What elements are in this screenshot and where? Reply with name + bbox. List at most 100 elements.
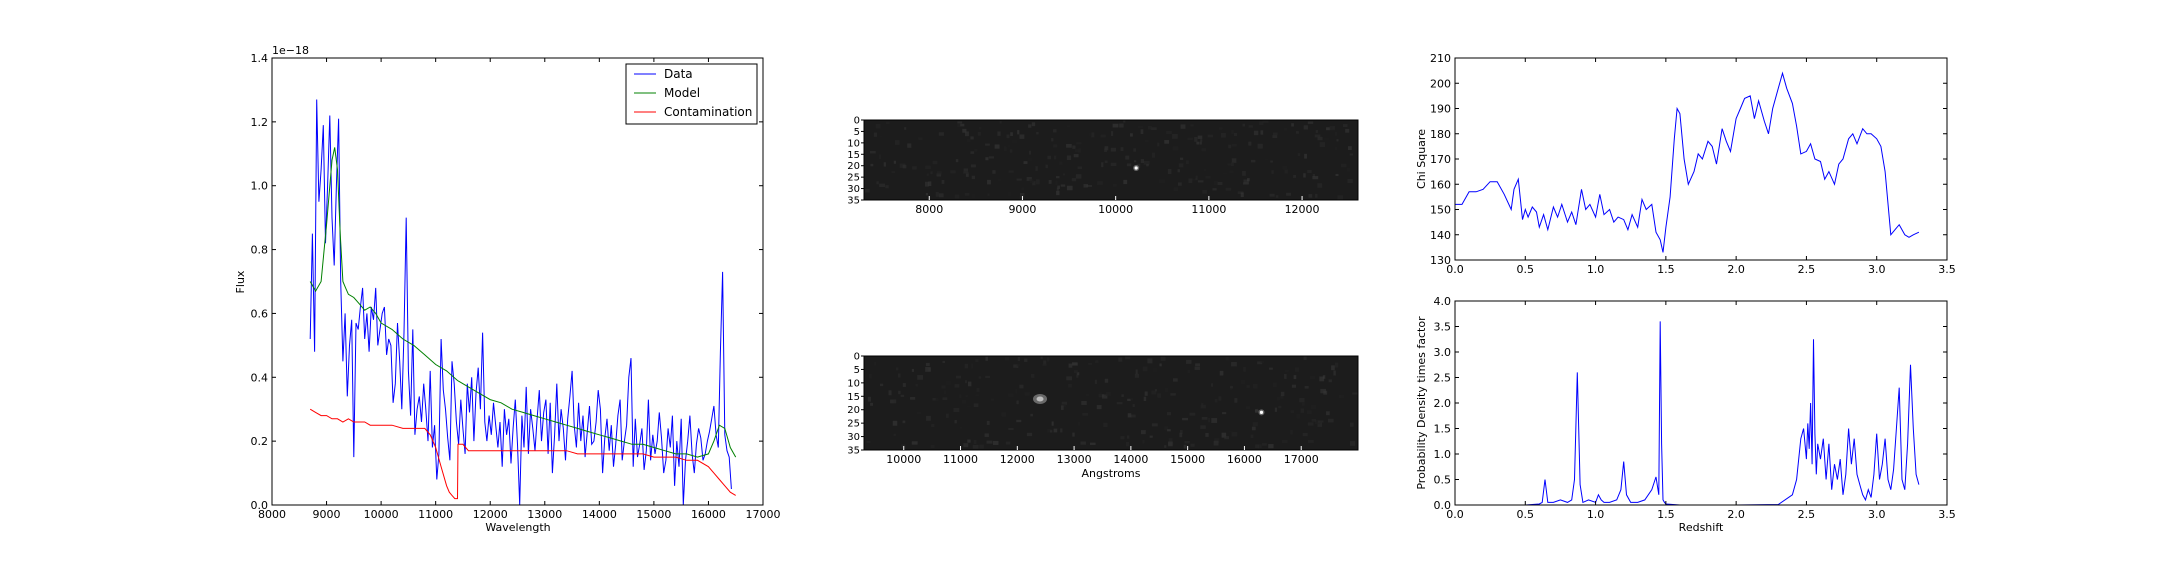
image-noise — [1047, 428, 1052, 433]
image-noise — [875, 123, 881, 129]
image-noise — [1225, 187, 1232, 191]
image-noise — [1031, 373, 1035, 378]
image-noise — [1072, 362, 1078, 366]
image-noise — [1178, 163, 1184, 168]
image-noise — [1258, 444, 1262, 449]
image-noise — [1045, 164, 1048, 169]
image-noise — [1291, 123, 1294, 127]
image-noise — [868, 373, 872, 379]
x-tick-label: 9000 — [313, 508, 341, 521]
image-noise — [1050, 430, 1053, 433]
image-noise — [1260, 360, 1265, 363]
image-noise — [1019, 384, 1024, 389]
image-noise — [1326, 127, 1331, 131]
image-noise — [1134, 373, 1140, 378]
spectrum-panel: 8000 9000 10000 11000 12000 13000 14000 15000 16… — [234, 44, 781, 534]
image-noise — [1271, 170, 1274, 174]
image-noise — [985, 143, 990, 146]
image-noise — [1231, 143, 1237, 147]
image-noise — [1118, 357, 1123, 362]
image-noise — [962, 171, 969, 174]
image-noise — [1126, 163, 1132, 167]
image-noise — [1327, 418, 1334, 423]
y-tick-label: 5 — [854, 127, 860, 138]
image-noise — [1048, 179, 1052, 184]
image-noise — [1190, 124, 1194, 127]
y-tick-label: 35 — [847, 446, 860, 457]
image-noise — [1194, 136, 1198, 142]
image-noise — [1013, 364, 1019, 368]
y-tick-label: 4.0 — [1434, 295, 1452, 308]
chi-square-axes-frame — [1454, 57, 1948, 261]
image-noise — [1147, 358, 1153, 364]
image-noise — [1168, 441, 1173, 447]
probability-x-label: Redshift — [1679, 521, 1724, 534]
image-noise — [962, 128, 967, 133]
image-noise — [1066, 143, 1072, 148]
image-noise — [1066, 155, 1072, 161]
image-noise — [1319, 376, 1325, 382]
image-noise — [1142, 366, 1148, 372]
image-noise — [1231, 362, 1237, 367]
image-noise — [1066, 185, 1073, 191]
image-noise — [1299, 398, 1305, 403]
image-noise — [1243, 366, 1246, 372]
image-noise — [1257, 143, 1263, 149]
image-noise — [891, 171, 896, 174]
image-noise — [885, 121, 890, 124]
x-tick-label: 2.5 — [1798, 263, 1816, 276]
image-noise — [1342, 124, 1348, 128]
image-noise — [1179, 429, 1183, 434]
image-noise — [1111, 131, 1114, 136]
image-noise — [1349, 422, 1354, 427]
x-tick-label: 14000 — [1113, 453, 1148, 466]
image-noise — [926, 415, 931, 421]
image-noise — [1264, 158, 1269, 161]
image-noise — [1295, 131, 1299, 134]
image-noise — [1302, 432, 1308, 437]
image-noise — [879, 383, 884, 387]
image-noise — [1001, 412, 1007, 417]
x-tick-label: 13000 — [1057, 453, 1092, 466]
image-noise — [1135, 369, 1138, 375]
spectrum-2d-bottom-frame — [863, 355, 1359, 451]
image-noise — [1125, 155, 1130, 160]
image-noise — [1164, 140, 1170, 144]
image-noise — [869, 150, 876, 154]
image-noise — [1186, 359, 1192, 364]
image-noise — [986, 420, 990, 425]
image-noise — [907, 143, 912, 148]
image-noise — [992, 170, 996, 174]
image-noise — [1029, 179, 1034, 184]
image-noise — [1347, 178, 1353, 184]
image-noise — [902, 420, 906, 423]
image-noise — [1100, 134, 1106, 138]
image-noise — [1224, 436, 1230, 440]
spectrum-offset-text: 1e−18 — [272, 44, 309, 57]
x-tick-label: 17000 — [1284, 453, 1319, 466]
image-noise — [1164, 426, 1169, 431]
image-noise — [1125, 441, 1130, 447]
x-tick-label: 0.0 — [1446, 508, 1464, 521]
image-noise — [1140, 129, 1144, 135]
image-noise — [885, 185, 889, 189]
image-noise — [1060, 184, 1066, 187]
image-noise — [915, 383, 918, 387]
image-noise — [1172, 378, 1178, 382]
image-noise — [1347, 146, 1352, 151]
image-noise — [1130, 414, 1136, 418]
image-noise — [1190, 443, 1195, 447]
y-tick-label: 0.4 — [251, 371, 269, 384]
x-tick-label: 16000 — [691, 508, 726, 521]
image-noise — [925, 366, 931, 372]
image-noise — [999, 121, 1002, 124]
y-tick-label: 10 — [847, 138, 860, 149]
image-noise — [1320, 388, 1327, 394]
image-noise — [1195, 175, 1198, 180]
image-noise — [1276, 396, 1280, 401]
image-noise — [1056, 190, 1060, 196]
image-noise — [992, 440, 999, 445]
image-noise — [1250, 434, 1254, 439]
image-noise — [1016, 419, 1022, 423]
